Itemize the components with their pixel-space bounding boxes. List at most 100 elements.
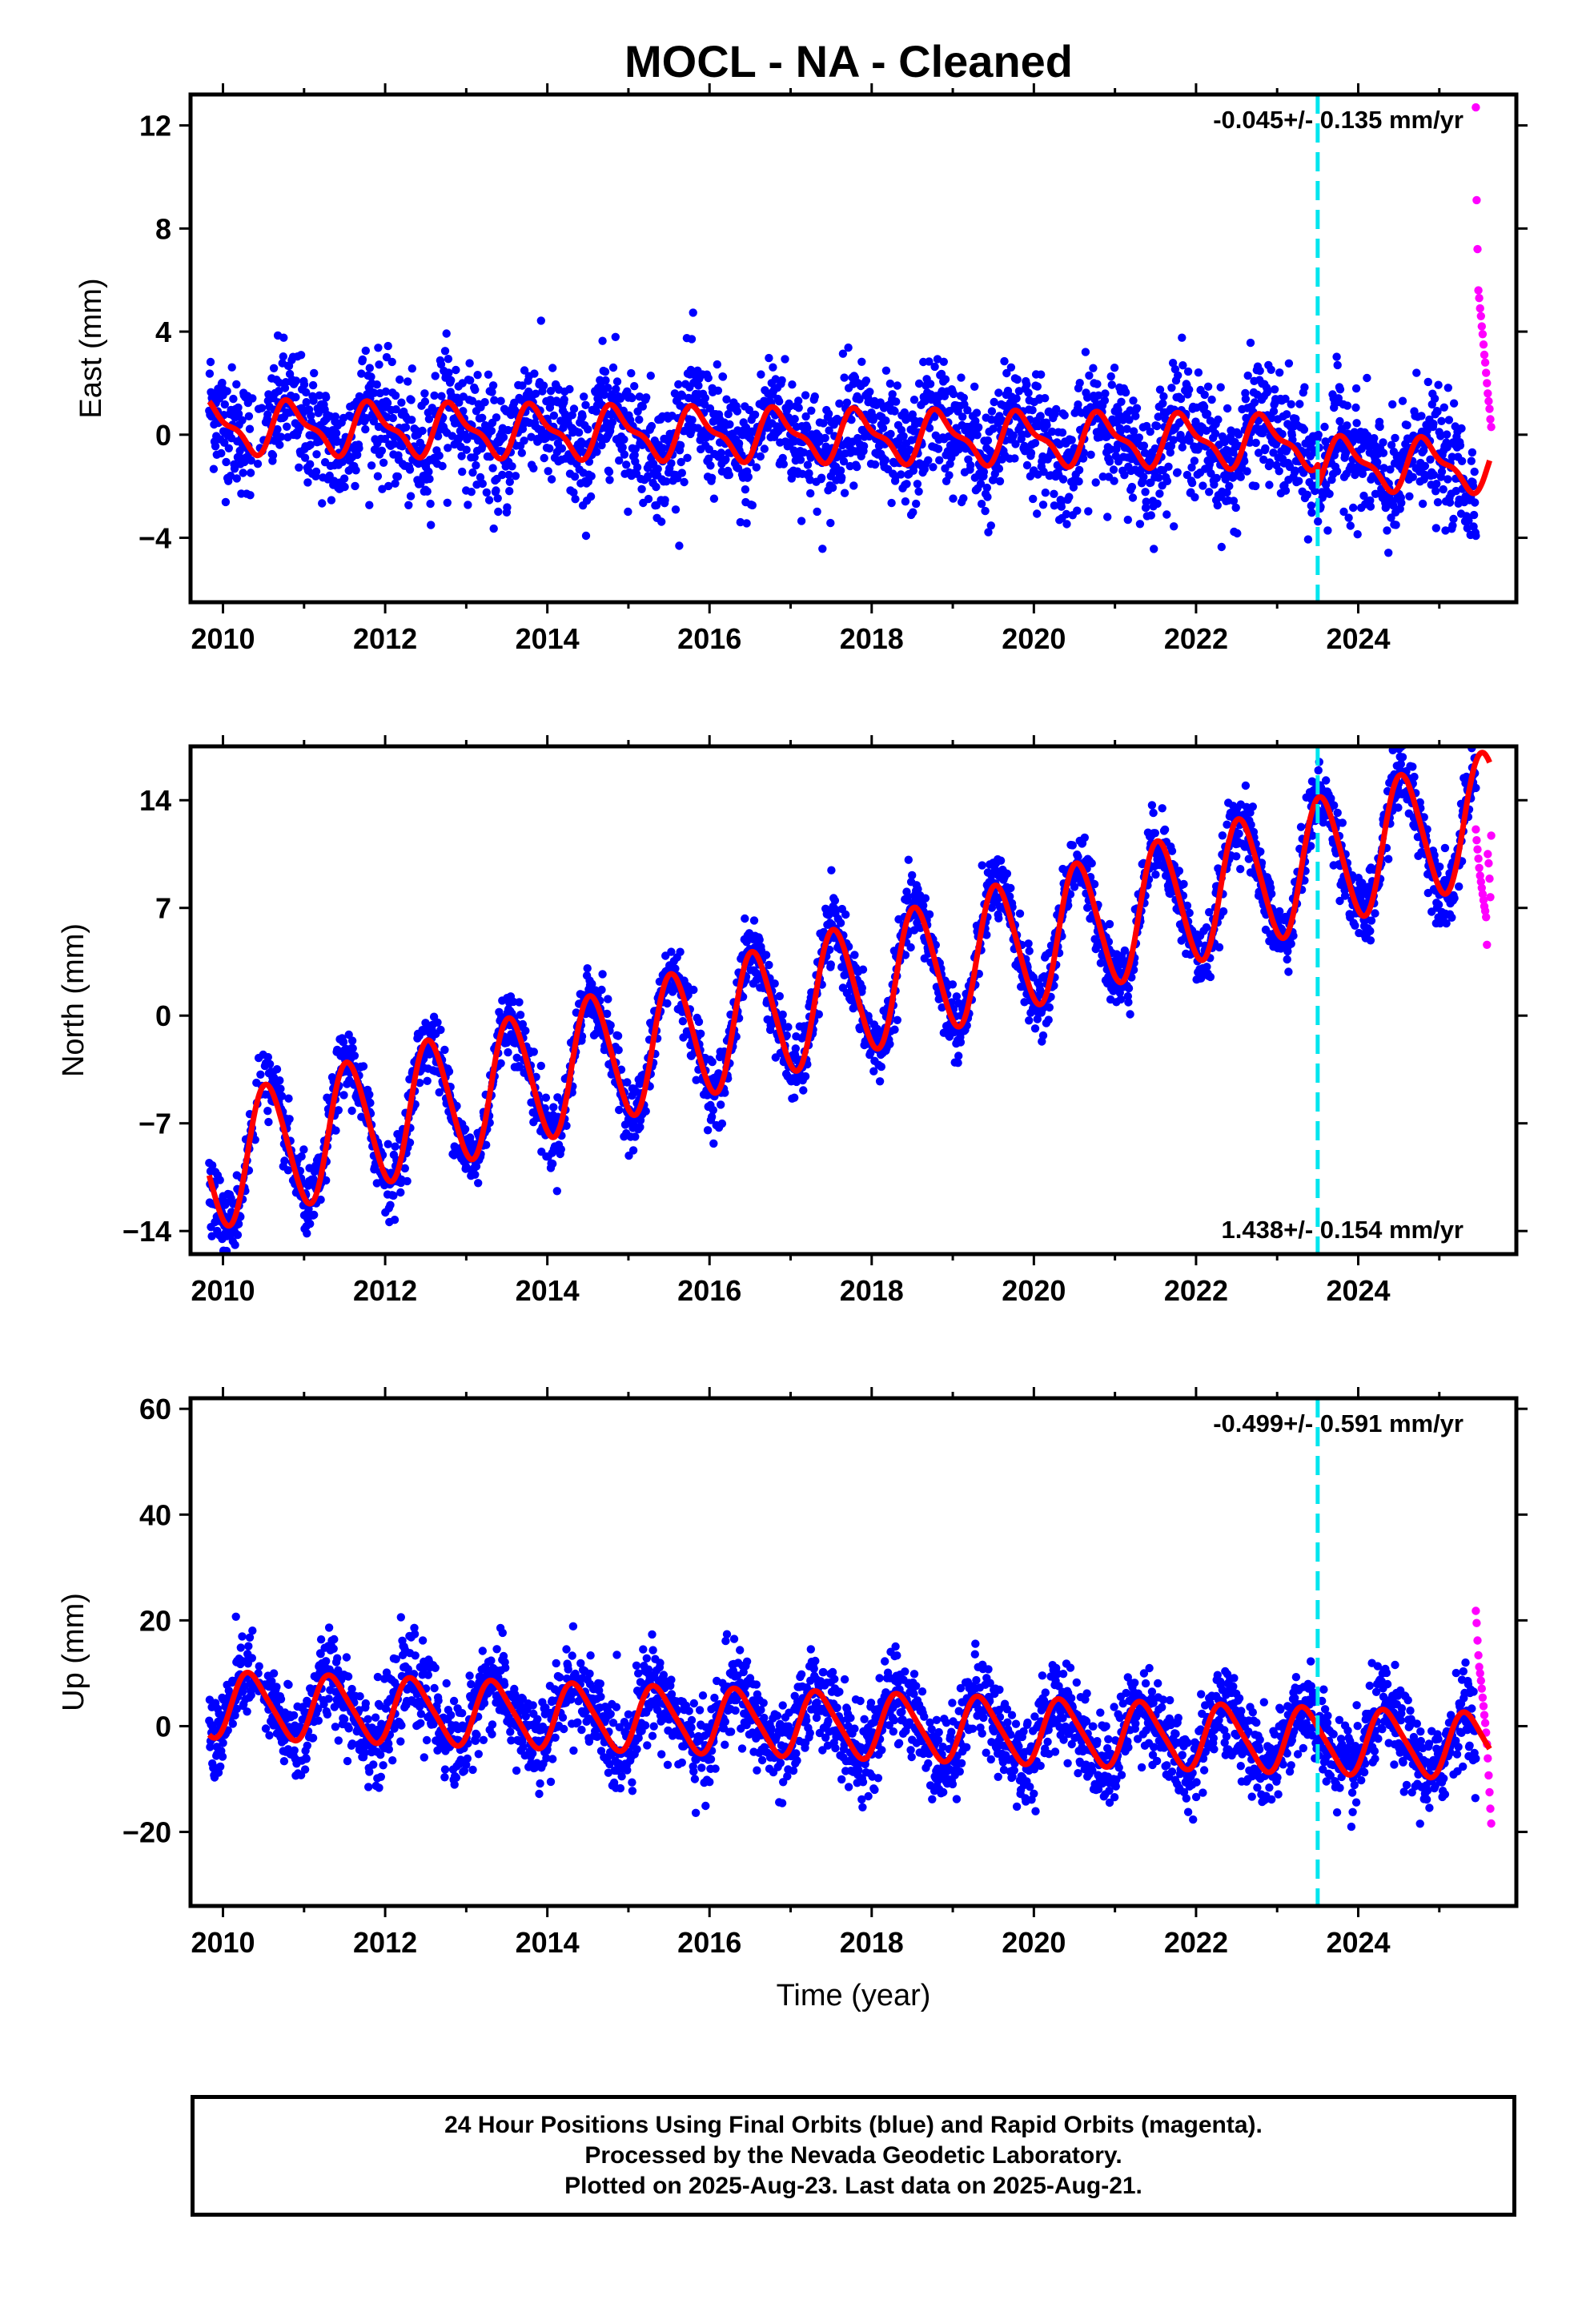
north-data-point — [982, 931, 991, 939]
east-rapid-point — [1477, 322, 1487, 331]
east-data-point — [1073, 506, 1082, 515]
north-data-point — [284, 1094, 293, 1103]
east-data-point — [291, 376, 301, 385]
north-data-point — [348, 1043, 357, 1053]
east-data-point — [825, 426, 833, 435]
east-data-point — [897, 470, 905, 479]
east-data-point — [742, 519, 751, 528]
north-data-point — [347, 1036, 357, 1045]
east-data-point — [1412, 368, 1421, 377]
east-data-point — [601, 376, 610, 385]
east-data-point — [1418, 499, 1427, 509]
east-data-point — [226, 472, 235, 480]
east-data-point — [302, 388, 311, 397]
north-data-point — [275, 1076, 284, 1085]
east-data-point — [544, 467, 552, 476]
east-data-point — [1057, 502, 1066, 511]
east-data-point — [1110, 364, 1119, 372]
east-data-point — [618, 443, 627, 452]
north-data-point — [614, 1046, 623, 1055]
east-data-point — [1381, 503, 1391, 513]
east-data-point — [436, 360, 446, 369]
east-data-point — [1263, 386, 1273, 396]
east-data-point — [511, 472, 520, 480]
east-data-point — [1251, 481, 1260, 491]
east-data-point — [505, 487, 514, 496]
east-data-point — [977, 500, 986, 509]
east-data-point — [653, 464, 662, 473]
east-data-point — [1391, 521, 1400, 529]
east-data-point — [357, 369, 366, 378]
east-data-point — [1398, 396, 1407, 405]
north-data-point — [433, 1018, 442, 1027]
east-data-point — [211, 442, 220, 451]
north-data-point — [263, 1107, 272, 1116]
east-data-point — [549, 411, 559, 420]
east-data-point — [620, 450, 629, 459]
north-data-point — [636, 1123, 644, 1132]
east-data-point — [765, 353, 773, 363]
north-data-point — [885, 1039, 894, 1049]
east-data-point — [221, 497, 231, 507]
east-data-point — [462, 445, 471, 454]
east-data-point — [670, 389, 680, 398]
east-data-point — [1011, 440, 1020, 448]
east-data-point — [966, 460, 975, 470]
east-data-point — [580, 392, 588, 401]
east-data-point — [887, 498, 896, 508]
north-data-point — [440, 1045, 449, 1055]
east-data-point — [801, 391, 810, 400]
east-data-point — [717, 448, 725, 457]
east-data-point — [1207, 469, 1215, 478]
east-data-point — [1469, 510, 1479, 520]
east-data-point — [378, 485, 387, 493]
east-data-point — [794, 396, 803, 405]
north-data-point — [1038, 1031, 1048, 1040]
north-data-point — [588, 979, 596, 988]
east-data-point — [340, 482, 349, 492]
east-data-point — [444, 355, 453, 364]
east-data-point — [1075, 379, 1084, 388]
east-data-point — [1429, 470, 1439, 480]
east-data-point — [881, 366, 891, 375]
east-data-point — [498, 470, 507, 480]
east-data-point — [718, 372, 728, 381]
east-data-point — [1162, 510, 1171, 519]
east-data-point — [1243, 371, 1252, 380]
east-data-point — [1379, 448, 1388, 457]
north-data-point — [703, 1126, 713, 1135]
east-data-point — [1212, 473, 1221, 483]
east-data-point — [586, 492, 596, 501]
east-data-point — [1351, 384, 1361, 393]
north-data-point — [303, 1229, 311, 1238]
east-data-point — [468, 468, 477, 477]
east-data-point — [1437, 467, 1447, 476]
east-data-point — [1129, 396, 1138, 405]
east-data-point — [1332, 467, 1342, 476]
north-data-point — [755, 935, 764, 944]
east-data-point — [678, 392, 687, 400]
east-data-point — [407, 396, 416, 404]
east-data-point — [781, 355, 789, 364]
east-data-point — [220, 438, 229, 447]
east-data-point — [1436, 432, 1445, 440]
east-data-point — [447, 376, 456, 385]
east-data-point — [444, 444, 452, 452]
east-data-point — [1463, 524, 1472, 533]
north-data-point — [721, 1088, 729, 1097]
east-data-point — [1203, 382, 1213, 391]
east-data-point — [1375, 422, 1384, 432]
east-data-point — [1042, 420, 1051, 430]
east-data-point — [223, 387, 231, 396]
north-data-point — [717, 1100, 725, 1109]
east-data-point — [309, 396, 318, 405]
east-data-point — [1158, 399, 1167, 408]
east-data-point — [1457, 424, 1466, 433]
north-data-point — [283, 1166, 293, 1175]
east-data-point — [565, 384, 574, 394]
east-data-point — [987, 407, 997, 416]
east-data-point — [307, 411, 315, 420]
east-data-point — [844, 343, 853, 352]
east-rapid-point — [1484, 396, 1493, 406]
east-data-point — [367, 372, 375, 381]
